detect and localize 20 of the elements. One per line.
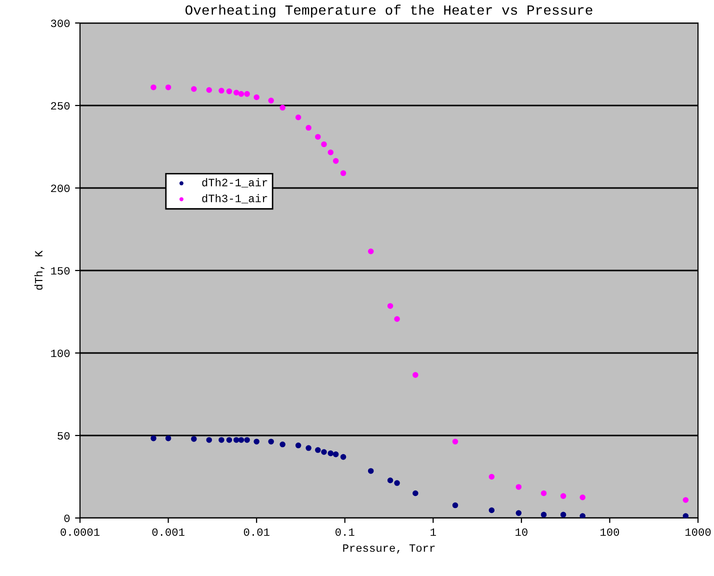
y-tick-label: 50 [58, 432, 70, 440]
x-axis-title: Pressure, Torr [343, 544, 435, 554]
legend-label: dTh3-1_air [202, 194, 268, 204]
x-tick-label: 0.01 [244, 528, 270, 536]
y-tick-label: 250 [51, 102, 70, 110]
y-tick-label: 0 [64, 514, 70, 522]
x-tick-label: 1000 [685, 528, 711, 536]
y-tick-label: 300 [50, 20, 70, 28]
y-tick-label: 200 [51, 184, 70, 192]
x-tick-label: 0.0001 [60, 528, 100, 536]
x-tick-label: 100 [600, 528, 620, 536]
y-axis-title: dTh, K [34, 250, 44, 290]
legend-label: dTh2-1_air [202, 178, 268, 188]
y-tick-label: 100 [51, 350, 70, 358]
y-tick-label: 150 [51, 267, 70, 275]
x-tick-label: 10 [516, 528, 528, 536]
x-tick-label: 1 [430, 528, 436, 536]
chart-title: Overheating Temperature of the Heater vs Pressure [185, 4, 592, 18]
x-tick-label: 0.001 [152, 528, 184, 536]
x-tick-label: 0.1 [336, 528, 354, 536]
